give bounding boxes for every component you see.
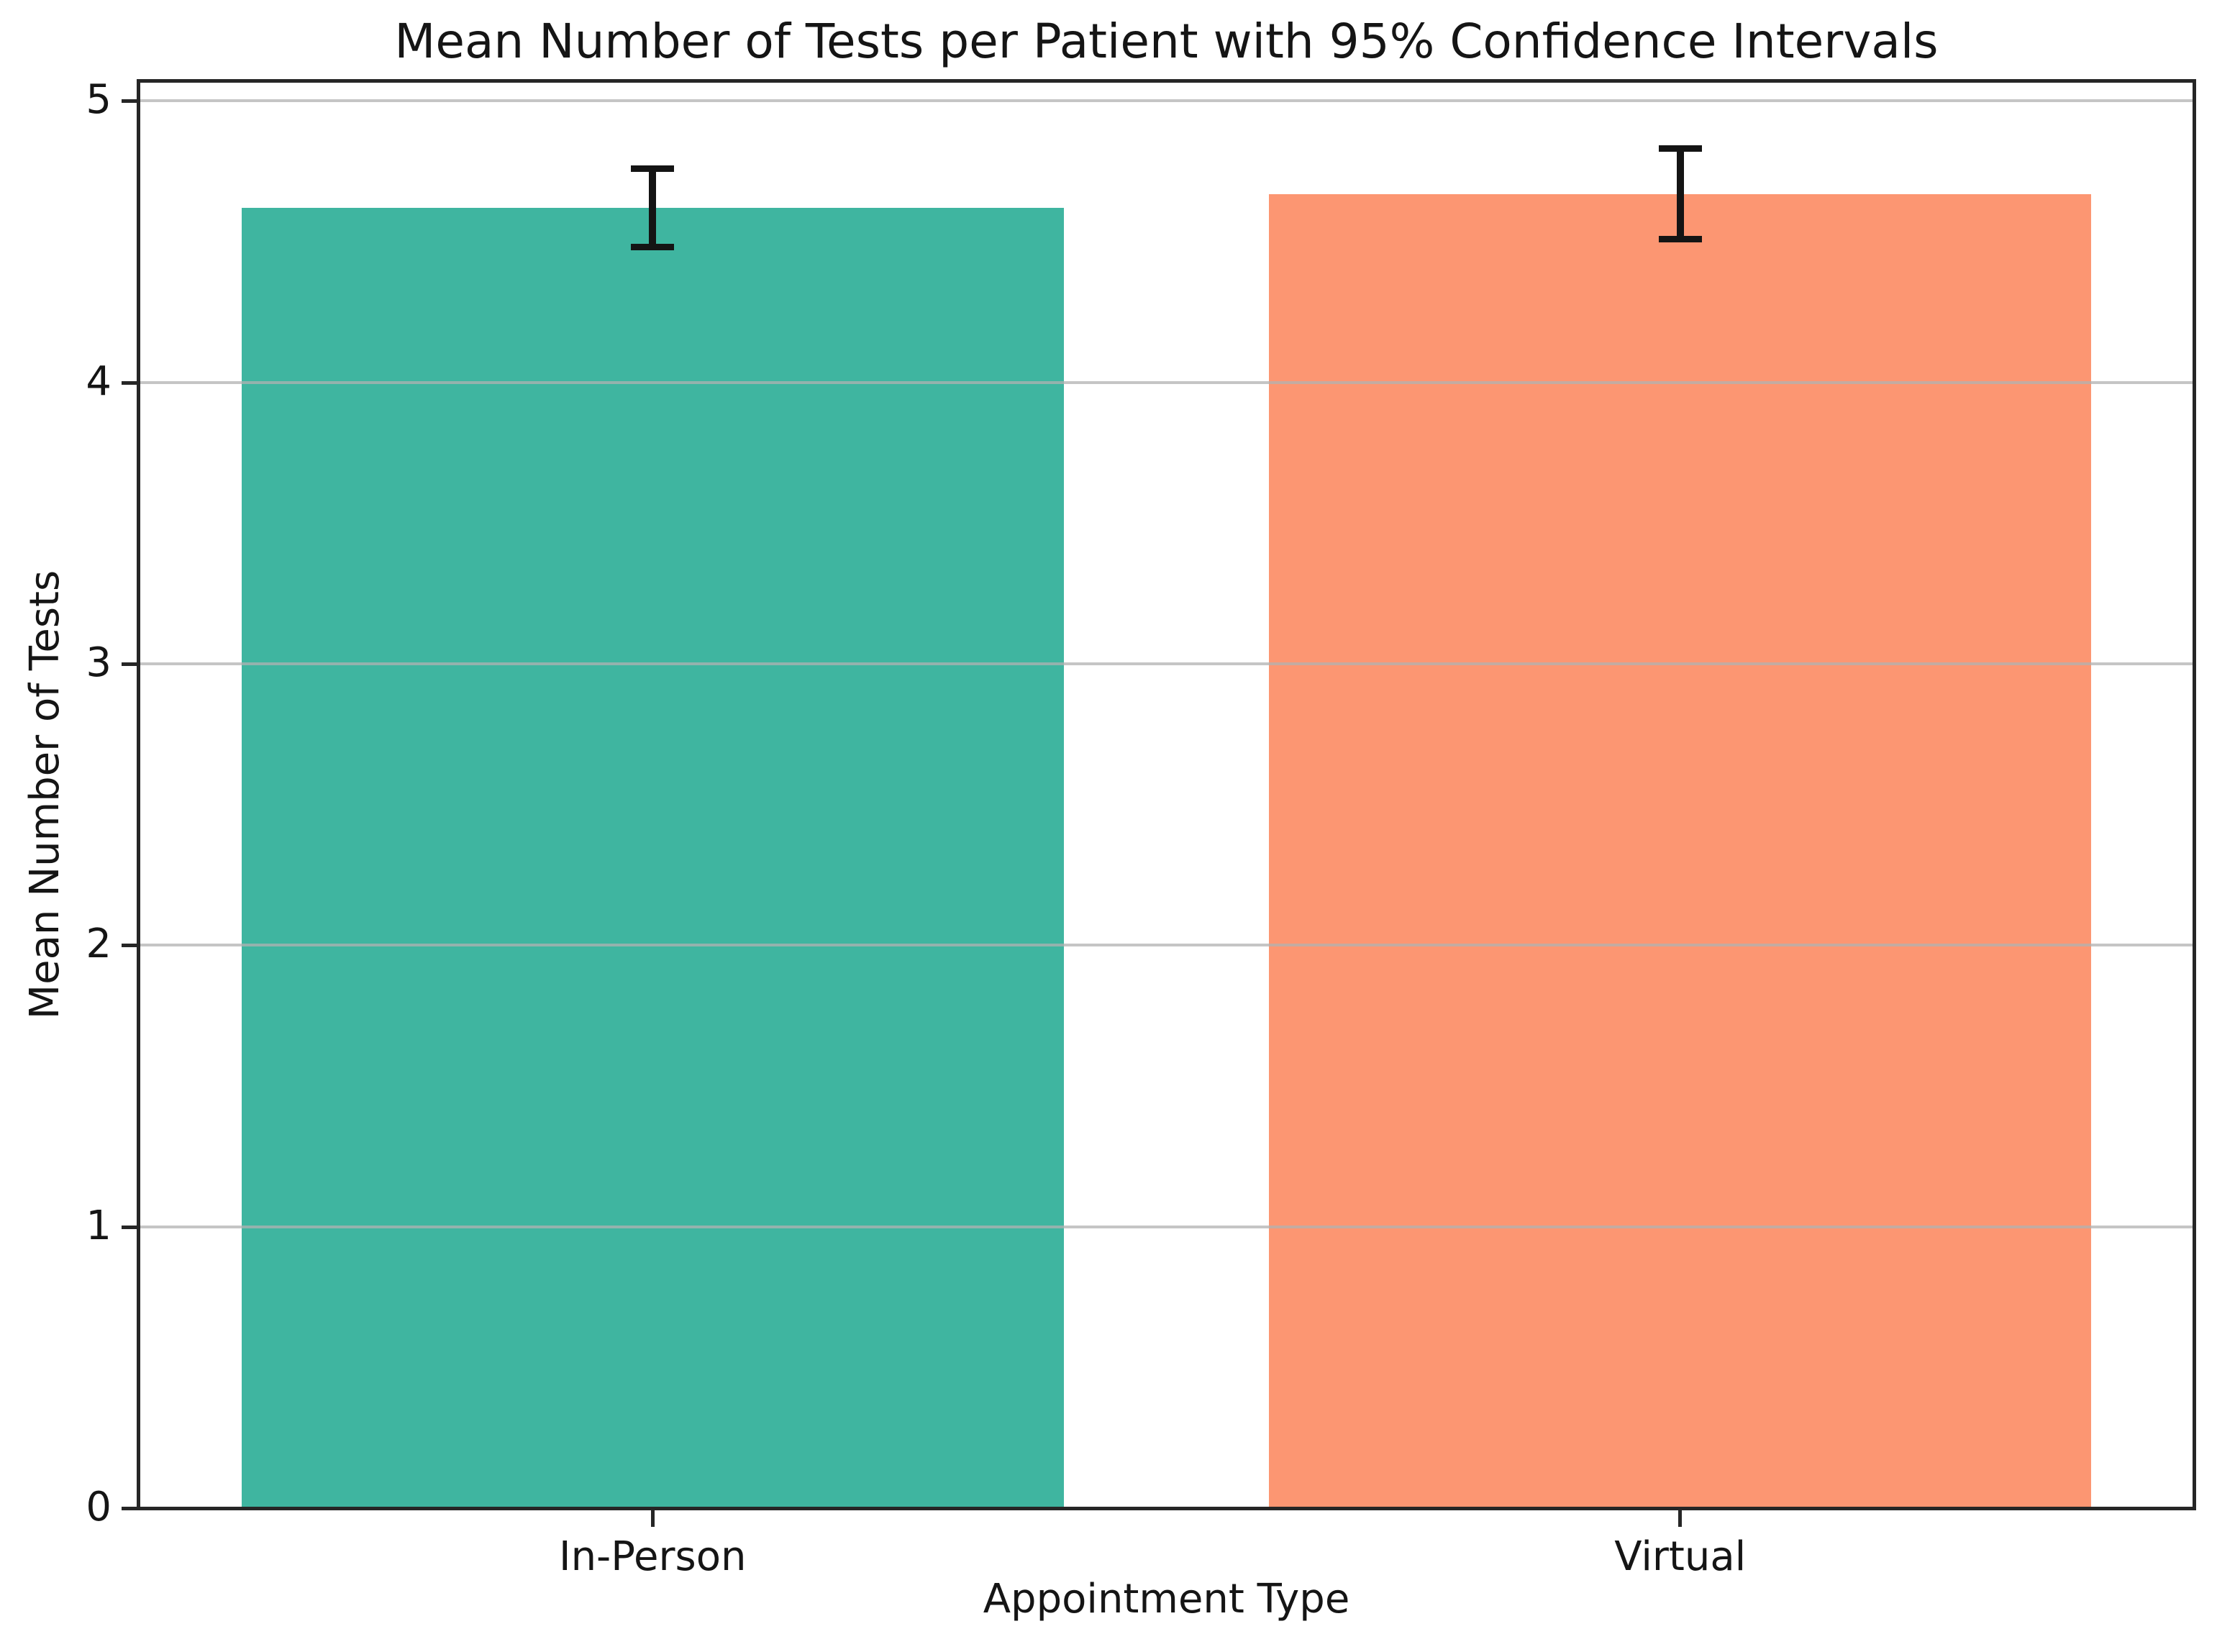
bar-virtual — [1269, 193, 2092, 1508]
y-tick-label: 1 — [86, 1202, 111, 1249]
x-tick-label-in-person: In-Person — [559, 1533, 747, 1580]
gridline-y5 — [139, 99, 2194, 103]
y-tick-label: 5 — [86, 76, 111, 124]
gridline-y4 — [139, 380, 2194, 384]
y-tick-mark — [122, 1507, 139, 1510]
y-tick-mark — [122, 380, 139, 385]
y-tick-mark — [122, 944, 139, 948]
gridline-y1 — [139, 1225, 2194, 1228]
error-bar-cap-lower-virtual — [1658, 235, 1702, 242]
y-tick-mark — [122, 1225, 139, 1229]
gridline-y3 — [139, 662, 2194, 666]
bar-in-person — [241, 208, 1064, 1508]
x-tick-mark — [650, 1508, 655, 1527]
error-bar-in-person — [649, 168, 657, 247]
y-tick-label: 3 — [86, 639, 111, 686]
x-tick-mark — [1678, 1508, 1683, 1527]
y-tick-mark — [122, 99, 139, 104]
x-axis-title: Appointment Type — [983, 1576, 1350, 1623]
gridline-y2 — [139, 944, 2194, 947]
y-tick-label: 2 — [86, 921, 111, 968]
x-tick-label-virtual: Virtual — [1614, 1533, 1747, 1580]
y-tick-label: 0 — [86, 1483, 111, 1530]
error-bar-virtual — [1676, 148, 1684, 239]
y-tick-mark — [122, 662, 139, 667]
error-bar-cap-upper-virtual — [1658, 145, 1702, 152]
chart-title: Mean Number of Tests per Patient with 95… — [394, 14, 1939, 69]
error-bar-cap-upper-in-person — [631, 165, 675, 172]
plot-area — [139, 81, 2194, 1508]
error-bar-cap-lower-in-person — [631, 244, 675, 251]
y-tick-label: 4 — [86, 357, 111, 405]
